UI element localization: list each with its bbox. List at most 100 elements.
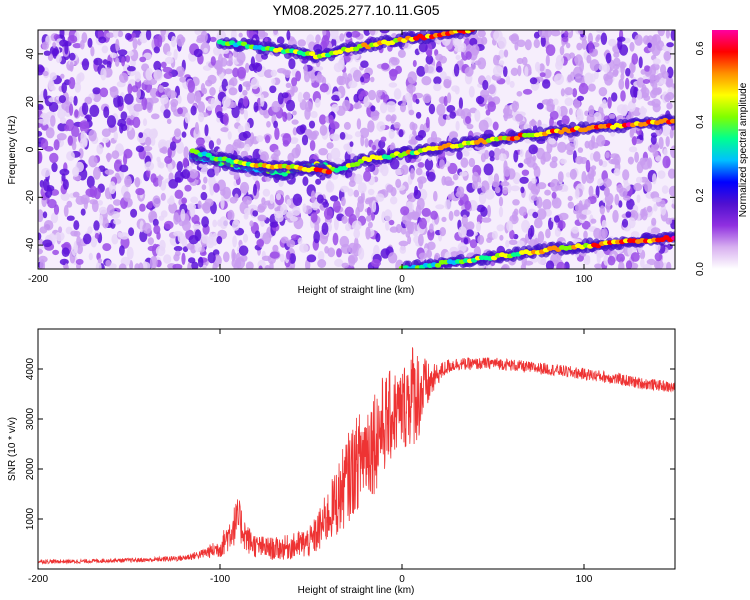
heatmap-cell xyxy=(595,185,600,198)
heatmap-cell xyxy=(476,221,481,232)
heatmap-cell xyxy=(314,97,321,108)
heatmap-cell xyxy=(333,62,343,73)
heatmap-cell xyxy=(282,133,292,145)
heatmap-cell xyxy=(41,167,51,178)
heatmap-cell xyxy=(190,105,197,116)
heatmap-cell xyxy=(144,161,155,171)
heatmap-cell xyxy=(187,262,192,269)
heatmap-cell xyxy=(220,196,225,210)
heatmap-cell xyxy=(358,247,365,260)
ridge-peak xyxy=(308,51,316,57)
heatmap-cell xyxy=(53,139,60,151)
heatmap-cell xyxy=(190,196,199,204)
heatmap-cell xyxy=(250,56,255,68)
heatmap-cell xyxy=(193,48,203,58)
heatmap-cell xyxy=(102,59,108,65)
heatmap-cell xyxy=(478,192,487,205)
heatmap-cell xyxy=(68,96,74,103)
heatmap-cell xyxy=(593,151,601,162)
heatmap-cell xyxy=(590,218,597,224)
heatmap-cell xyxy=(381,62,390,70)
heatmap-cell xyxy=(292,85,298,93)
heatmap-cell xyxy=(608,38,617,47)
heatmap-cell xyxy=(339,33,345,42)
heatmap-cell xyxy=(89,104,100,117)
heatmap-cell xyxy=(562,36,568,43)
heatmap-cell xyxy=(649,74,655,87)
heatmap-cell xyxy=(512,199,520,206)
heatmap-cell xyxy=(432,137,442,143)
heatmap-cell xyxy=(627,156,635,165)
heatmap-cell xyxy=(304,71,310,83)
heatmap-cell xyxy=(164,220,174,230)
heatmap-cell xyxy=(652,173,657,185)
heatmap-cell xyxy=(503,111,508,122)
heatmap-cell xyxy=(313,65,324,72)
heatmap-cell xyxy=(398,129,404,138)
colorbar-label: Normalized spectral amplitude xyxy=(738,82,749,217)
heatmap-cell xyxy=(446,105,456,113)
heatmap-cell xyxy=(365,166,371,173)
heatmap-cell xyxy=(38,238,43,245)
y-tick-label: 4000 xyxy=(25,357,36,380)
heatmap-cell xyxy=(243,213,249,220)
heatmap-cell xyxy=(560,88,566,97)
heatmap-cell xyxy=(51,48,60,56)
heatmap-cell xyxy=(550,30,561,37)
heatmap-cell xyxy=(503,66,508,78)
heatmap-cell xyxy=(186,91,196,104)
heatmap-cell xyxy=(243,233,248,243)
heatmap-cell xyxy=(242,96,249,107)
heatmap-cell xyxy=(291,119,299,125)
heatmap-cell xyxy=(416,197,425,210)
heatmap-cell xyxy=(222,113,229,126)
heatmap-cell xyxy=(379,30,390,34)
heatmap-cell xyxy=(503,166,511,177)
heatmap-cell xyxy=(168,202,178,214)
heatmap-cell xyxy=(181,197,188,204)
heatmap-cell xyxy=(518,206,528,216)
x-tick-label: -100 xyxy=(210,274,230,285)
heatmap-cell xyxy=(596,252,601,264)
heatmap-cell xyxy=(596,134,606,147)
heatmap-cell xyxy=(166,118,172,125)
heatmap-cell xyxy=(387,252,398,264)
heatmap-cell xyxy=(186,203,197,211)
heatmap-cell xyxy=(326,179,333,192)
heatmap-cell xyxy=(383,209,393,222)
heatmap-cell xyxy=(203,135,212,143)
heatmap-cell xyxy=(474,109,481,122)
heatmap-cell xyxy=(160,81,169,88)
heatmap-cell xyxy=(42,70,49,77)
heatmap-cell xyxy=(244,122,251,133)
heatmap-cell xyxy=(319,83,329,93)
heatmap-cell xyxy=(153,224,161,235)
heatmap-cell xyxy=(286,239,296,248)
heatmap-cell xyxy=(415,167,423,176)
heatmap-cell xyxy=(123,153,128,166)
heatmap-cell xyxy=(119,164,129,173)
heatmap-cell xyxy=(227,131,232,140)
heatmap-cell xyxy=(168,172,174,182)
heatmap-cell xyxy=(513,150,519,163)
heatmap-cell xyxy=(173,49,178,61)
heatmap-cell xyxy=(310,111,318,119)
heatmap-cell xyxy=(540,155,546,165)
heatmap-cell xyxy=(480,153,486,163)
heatmap-cell xyxy=(331,104,339,113)
heatmap-cell xyxy=(498,153,507,162)
heatmap-cell xyxy=(631,97,637,104)
heatmap-cell xyxy=(50,212,59,224)
heatmap-cell xyxy=(53,204,60,215)
heatmap-cell xyxy=(264,265,271,269)
heatmap-cell xyxy=(554,73,564,85)
figure-title: YM08.2025.277.10.11.G05 xyxy=(272,2,439,18)
heatmap-cell xyxy=(629,41,635,52)
heatmap-cell xyxy=(306,254,317,263)
heatmap-cell xyxy=(569,52,575,59)
heatmap-cell xyxy=(669,128,674,139)
heatmap-cell xyxy=(105,32,115,38)
heatmap-cell xyxy=(471,44,480,56)
ridge-peak xyxy=(513,135,521,141)
